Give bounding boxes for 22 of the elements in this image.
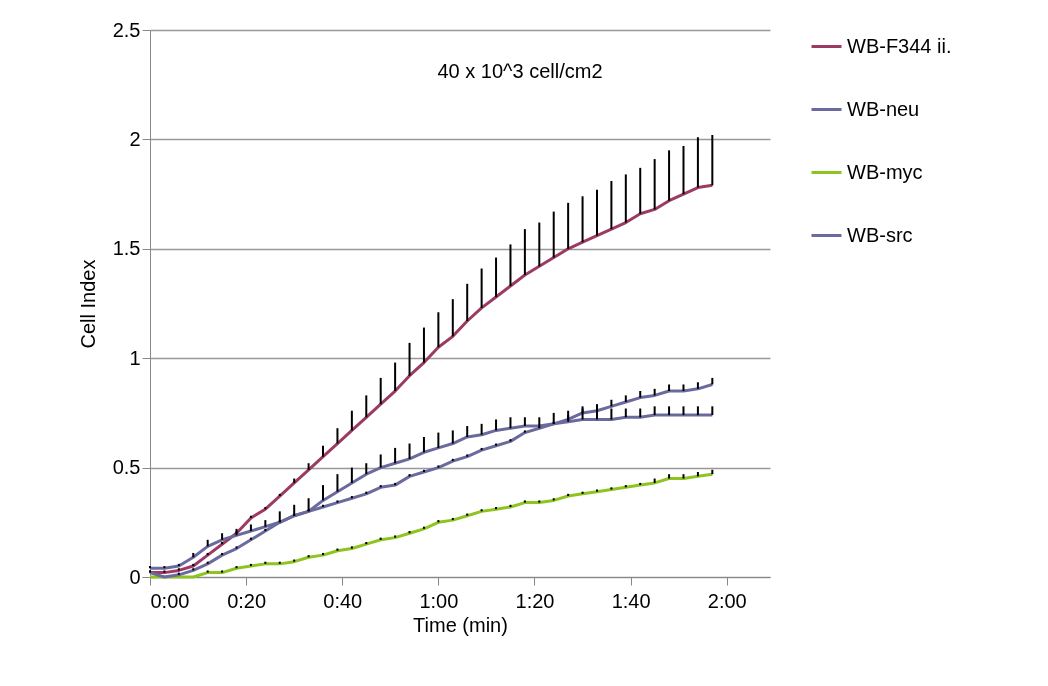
line-series — [148, 183, 714, 575]
x-tick-label: 0:20 — [227, 589, 267, 612]
x-tick-label: 1:00 — [419, 589, 459, 612]
line-series — [148, 382, 714, 579]
y-tick-label: 0 — [129, 565, 141, 588]
legend-label: WB-myc — [847, 160, 923, 183]
y-tick-label: 2.5 — [112, 18, 141, 41]
x-tick-label: 0:40 — [323, 589, 363, 612]
x-tick-label: 0:00 — [150, 589, 190, 612]
annotation: 40 x 10^3 cell/cm2 — [437, 60, 603, 82]
x-tick-label: 1:20 — [515, 589, 555, 612]
legend-label: WB-neu — [847, 97, 920, 120]
x-tick-label: 2:00 — [707, 589, 747, 612]
y-tick-label: 1.5 — [112, 237, 141, 260]
y-tick-label: 1 — [129, 346, 141, 369]
legend-label: WB-src — [847, 223, 913, 246]
x-axis-title: Time (min) — [413, 613, 508, 636]
y-axis-title: Cell Index — [76, 259, 99, 349]
x-tick-label: 1:40 — [611, 589, 651, 612]
legend-label: WB-F344 ii. — [847, 34, 952, 57]
y-tick-label: 2 — [129, 127, 141, 150]
y-tick-label: 0.5 — [112, 456, 141, 479]
